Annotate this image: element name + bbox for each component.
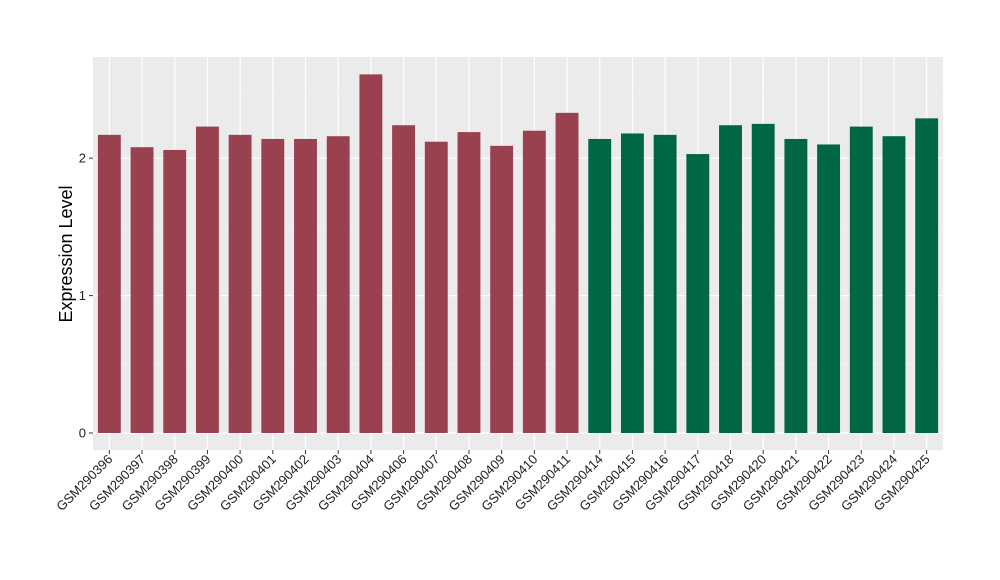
bar-GSM290403 [326,136,350,433]
bar-GSM290398 [163,149,187,433]
x-axis: GSM290396GSM290397GSM290398GSM290399GSM2… [53,450,933,514]
plot-panel [93,57,943,450]
bars [97,74,939,434]
y-tick-label: 0 [79,426,86,441]
bar-GSM290410 [522,130,546,433]
bar-GSM290422 [817,144,841,433]
y-axis-label: Expression Level [56,185,76,322]
bar-GSM290396 [97,134,121,434]
bar-GSM290424 [882,136,906,433]
bar-GSM290402 [294,138,317,434]
bar-GSM290400 [228,134,252,434]
bar-GSM290404 [359,74,383,434]
bar-GSM290425 [915,118,939,433]
bar-GSM290409 [490,145,514,434]
bar-GSM290399 [195,126,219,434]
bar-GSM290397 [130,147,154,433]
y-tick-label: 1 [79,288,86,303]
bar-GSM290406 [392,125,416,433]
y-axis: 0 1 2 [79,151,93,441]
bar-GSM290420 [751,123,775,433]
bar-GSM290414 [588,138,612,434]
bar-GSM290416 [653,134,677,434]
bar-GSM290418 [719,125,742,433]
bar-GSM290421 [784,138,808,434]
bar-GSM290401 [261,138,285,434]
bar-GSM290423 [849,126,873,434]
bar-GSM290411 [555,112,579,433]
bar-GSM290415 [620,133,644,433]
bar-GSM290417 [686,154,710,433]
y-tick-label: 2 [79,151,86,166]
bar-GSM290408 [457,132,481,433]
bar-GSM290407 [424,141,448,433]
